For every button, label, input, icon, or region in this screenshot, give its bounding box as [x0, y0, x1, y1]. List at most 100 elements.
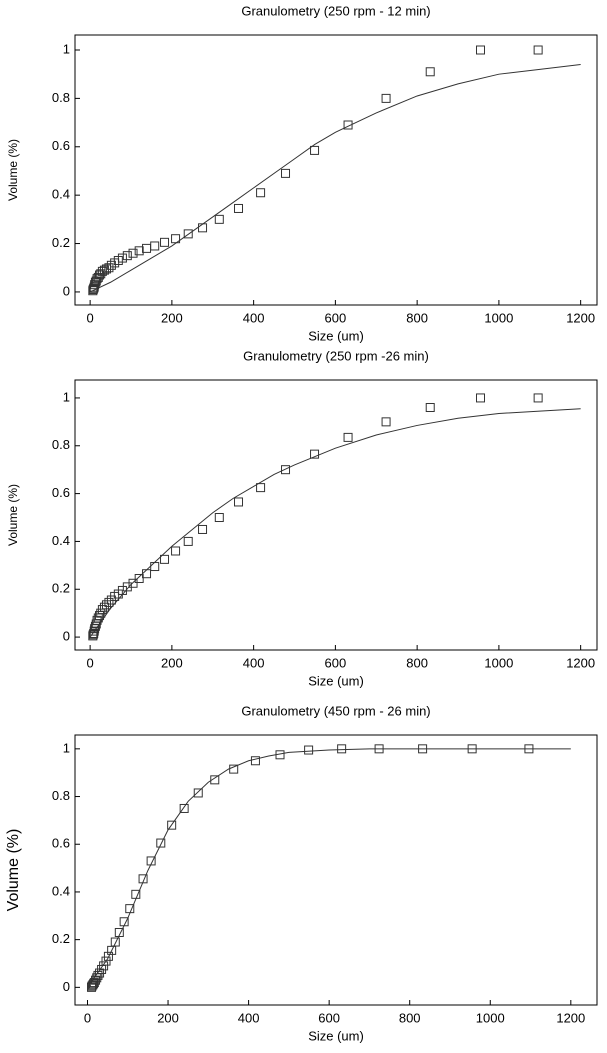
- y-tick-label: 0.8: [52, 90, 70, 105]
- y-tick-label: 0.6: [52, 485, 70, 500]
- y-tick-label: 0.8: [52, 437, 70, 452]
- data-point: [281, 465, 291, 475]
- x-tick-label: 1000: [484, 310, 513, 325]
- y-axis-label: Volume (%): [5, 829, 22, 912]
- x-tick-label: 1200: [566, 310, 595, 325]
- data-point: [134, 246, 144, 256]
- data-point: [88, 631, 98, 641]
- x-tick-label: 600: [325, 310, 347, 325]
- data-point: [304, 745, 314, 755]
- chart-title: Granulometry (450 rpm - 26 min): [241, 703, 430, 718]
- data-point: [476, 45, 486, 55]
- chart-title: Granulometry (250 rpm -26 min): [243, 348, 429, 363]
- data-point: [425, 403, 435, 413]
- x-tick-label: 400: [243, 655, 265, 670]
- data-point: [343, 120, 353, 130]
- x-tick-label: 0: [87, 655, 94, 670]
- data-point: [160, 554, 170, 564]
- x-tick-label: 200: [161, 310, 183, 325]
- x-tick-label: 200: [157, 1010, 179, 1025]
- chart-title: Granulometry (250 rpm - 12 min): [241, 3, 430, 18]
- y-tick-label: 1: [63, 740, 70, 755]
- x-axis-label: Size (um): [308, 1028, 364, 1043]
- y-tick-label: 0: [63, 979, 70, 994]
- data-point: [179, 803, 189, 813]
- chart-panel: Granulometry (250 rpm -26 min) 0 200 400 600…: [6, 348, 598, 688]
- x-tick-label: 800: [406, 310, 428, 325]
- fit-line: [89, 408, 581, 638]
- data-point: [107, 945, 117, 955]
- data-point: [110, 937, 120, 947]
- data-point: [128, 248, 138, 258]
- data-point: [110, 258, 120, 268]
- data-point: [198, 223, 208, 233]
- fit-line: [87, 748, 571, 988]
- y-axis-label: Volume (%): [6, 139, 20, 201]
- data-point: [310, 145, 320, 155]
- y-tick-label: 0: [63, 629, 70, 644]
- y-tick-label: 0.2: [52, 931, 70, 946]
- data-point: [476, 393, 486, 403]
- data-point: [167, 820, 177, 830]
- y-tick-label: 0.6: [52, 836, 70, 851]
- y-tick-label: 0: [63, 283, 70, 298]
- data-point: [88, 286, 98, 296]
- x-tick-label: 1200: [556, 1010, 585, 1025]
- data-point: [183, 536, 193, 546]
- data-point: [381, 93, 391, 103]
- data-point: [250, 756, 260, 766]
- y-tick-label: 0.2: [52, 581, 70, 596]
- data-point: [214, 214, 224, 224]
- y-tick-label: 0.4: [52, 883, 70, 898]
- data-point: [142, 569, 152, 579]
- x-tick-label: 1200: [566, 655, 595, 670]
- data-point: [106, 595, 116, 605]
- plot-frame: [74, 734, 598, 1006]
- x-tick-label: 0: [84, 1010, 91, 1025]
- x-tick-label: 1000: [484, 655, 513, 670]
- data-point: [234, 497, 244, 507]
- y-tick-label: 0.4: [52, 187, 70, 202]
- chart-panel: Granulometry (450 rpm - 26 min) 0 200 400 60…: [5, 703, 598, 1043]
- data-point: [122, 251, 132, 261]
- data-point: [214, 513, 224, 523]
- x-axis-label: Size (um): [308, 328, 364, 343]
- data-point: [337, 744, 347, 754]
- x-tick-label: 0: [87, 310, 94, 325]
- data-point: [103, 951, 113, 961]
- data-point: [533, 393, 543, 403]
- data-point: [114, 927, 124, 937]
- data-point: [156, 838, 166, 848]
- data-point: [193, 788, 203, 798]
- data-point: [256, 483, 266, 493]
- data-point: [256, 188, 266, 198]
- y-tick-label: 1: [63, 41, 70, 56]
- x-tick-label: 800: [406, 655, 428, 670]
- data-point: [183, 229, 193, 239]
- data-point: [171, 234, 181, 244]
- plot-frame: [74, 34, 598, 306]
- data-point: [425, 67, 435, 77]
- y-tick-label: 1: [63, 389, 70, 404]
- plot-frame: [74, 379, 598, 651]
- x-axis-label: Size (um): [308, 673, 364, 688]
- fit-line: [89, 64, 581, 293]
- data-point: [150, 241, 160, 251]
- y-axis-label: Volume (%): [6, 484, 20, 546]
- data-point: [150, 562, 160, 572]
- data-point: [142, 243, 152, 253]
- data-point: [171, 546, 181, 556]
- x-tick-label: 1000: [476, 1010, 505, 1025]
- data-point: [198, 524, 208, 534]
- x-tick-label: 400: [238, 1010, 260, 1025]
- x-tick-label: 800: [399, 1010, 421, 1025]
- x-tick-label: 600: [325, 655, 347, 670]
- y-tick-label: 0.2: [52, 235, 70, 250]
- x-tick-label: 400: [243, 310, 265, 325]
- y-tick-label: 0.4: [52, 533, 70, 548]
- x-tick-label: 200: [161, 655, 183, 670]
- data-point: [310, 449, 320, 459]
- data-point: [234, 203, 244, 213]
- data-point: [281, 168, 291, 178]
